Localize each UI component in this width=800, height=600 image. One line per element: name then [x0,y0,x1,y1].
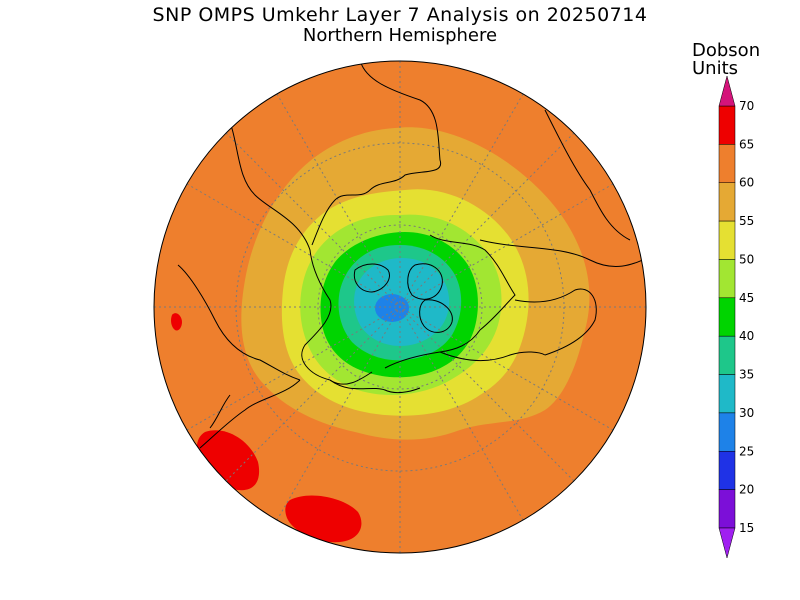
colorbar-tick-label: 35 [739,368,754,382]
colorbar-band-30-35 [718,374,736,414]
colorbar-tick-label: 20 [739,483,754,497]
colorbar-tick-label: 70 [739,99,754,113]
colorbar-band-35-40 [718,335,736,375]
colorbar-band-50-55 [718,220,736,260]
colorbar-band-40-45 [718,297,736,337]
colorbar-label-units: Units [692,58,739,79]
chart-title: SNP OMPS Umkehr Layer 7 Analysis on 2025… [152,4,648,26]
ozone-field-map [154,61,646,553]
colorbar-tick-label: 40 [739,329,754,343]
colorbar-tick-label: 45 [739,291,754,305]
band-65-70-blob-2 [285,495,362,543]
colorbar-tick-label: 15 [739,521,754,535]
colorbar-tick-label: 50 [739,252,754,266]
colorbar-tick-label: 55 [739,214,754,228]
colorbar-tick-label: 65 [739,137,754,151]
colorbar-under-arrow [718,527,736,559]
colorbar-band-15-20 [718,489,736,529]
colorbar-band-25-30 [718,412,736,452]
graticule [154,61,646,553]
colorbar-label-dobson: Dobson [692,40,761,61]
colorbar-tick-label: 30 [739,406,754,420]
chart-subtitle: Northern Hemisphere [302,25,498,46]
colorbar-band-65-70 [718,105,736,145]
colorbar-band-60-65 [718,144,736,183]
colorbar-band-45-50 [718,259,736,299]
map-border [153,60,647,554]
colorbar-band-20-25 [718,451,736,490]
band-25-30 [375,294,409,322]
colorbar: 70 65 60 55 50 45 40 35 30 25 20 15 [718,75,754,559]
coastlines [177,61,646,449]
colorbar-over-arrow [718,75,736,107]
colorbar-tick-label: 60 [739,176,754,190]
colorbar-tick-label: 25 [739,444,754,458]
band-65-70-blob-1 [196,430,260,491]
band-65-70-blob-3 [171,313,182,331]
colorbar-band-55-60 [718,182,736,222]
